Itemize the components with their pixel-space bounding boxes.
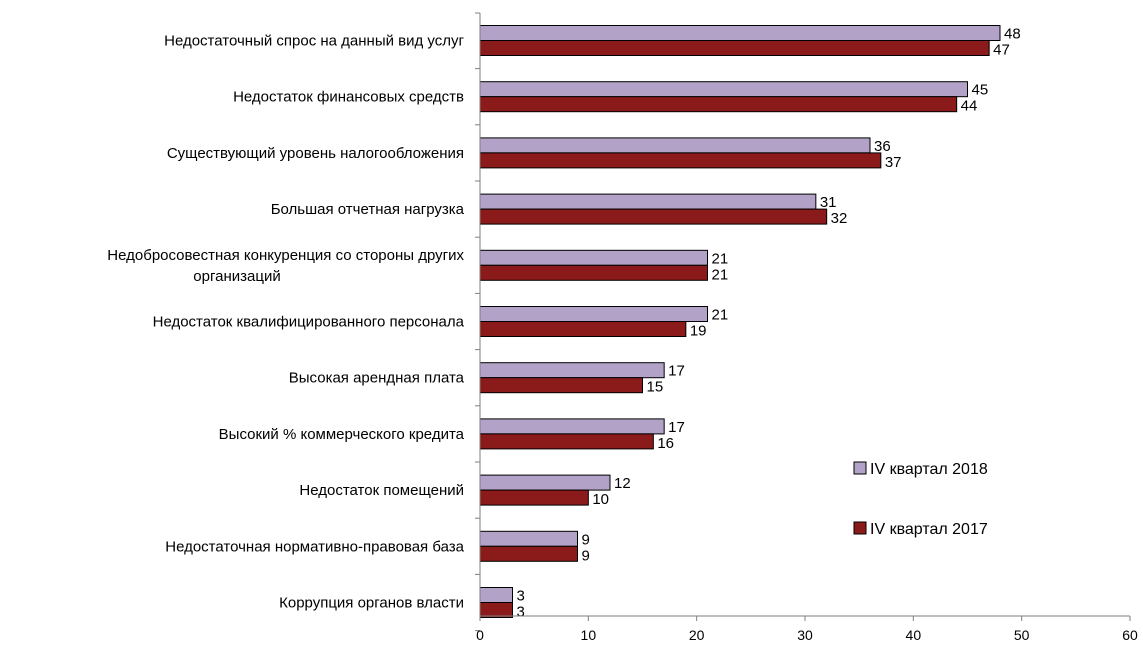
value-label: 17 [668,363,685,380]
bar-2017 [479,321,687,337]
value-label: 12 [614,475,631,492]
category-label: Недостаток финансовых средств [233,89,464,106]
category-label: Недостаточная нормативно-правовая база [165,538,464,555]
bar-2018 [479,418,665,435]
category-label: Недостаток квалифицированного персонала [153,314,465,331]
value-label: 3 [517,588,525,605]
value-label: 44 [961,98,978,115]
bar-2018 [479,137,871,154]
bar-2017 [479,545,578,562]
legend-label: IV квартал 2017 [870,521,988,538]
bar-2018 [479,306,708,322]
value-label: 10 [592,491,609,508]
value-label: 9 [582,547,590,564]
value-label: 16 [657,435,674,452]
bar-2017 [479,264,708,281]
x-tick-label: 20 [689,627,705,643]
category-labels: Недостаточный спрос на данный вид услуг Н… [107,33,464,612]
value-label: 45 [972,82,989,99]
value-label: 9 [582,531,590,548]
bar-2017 [479,602,513,618]
value-label: 21 [712,250,729,267]
category-label: Недостаток помещений [299,482,464,499]
value-label: 36 [874,138,891,155]
value-label: 32 [831,210,848,227]
bar-2018 [479,81,968,98]
x-tick-label: 0 [476,627,484,643]
category-label: организаций [193,268,280,285]
bar-2018 [479,25,1001,41]
bar-2018 [479,530,578,547]
value-label: 31 [820,194,837,211]
bar-2018 [479,193,817,210]
bar-2017 [479,377,643,394]
value-label: 17 [668,419,685,436]
value-label: 37 [885,154,902,171]
legend-label: IV квартал 2018 [870,461,988,478]
category-label: Недостаточный спрос на данный вид услуг [164,33,464,50]
x-axis-ticks: 0 10 20 30 40 50 60 [475,12,1138,643]
category-label: Коррупция органов власти [279,595,464,612]
bar-2018 [479,249,708,266]
x-tick-label: 10 [581,627,597,643]
x-tick-label: 40 [906,627,922,643]
bar-2018 [479,362,665,379]
value-label: 48 [1004,26,1021,43]
value-label: 3 [517,604,525,621]
legend: IV квартал 2018 IV квартал 2017 [853,461,988,538]
x-tick-label: 30 [797,627,813,643]
value-label: 21 [712,307,729,324]
bar-2017 [479,433,654,450]
value-label: 47 [993,42,1010,59]
bar-2017 [479,152,882,169]
bar-2017 [479,40,990,56]
bar-2017 [479,489,589,506]
x-tick-label: 50 [1014,627,1030,643]
category-label: Существующий уровень налогообложения [167,145,464,162]
legend-swatch-2018 [853,461,867,475]
bar-2018 [479,587,513,603]
legend-swatch-2017 [853,521,867,535]
bar-2017 [479,96,958,113]
x-tick-label: 60 [1122,627,1138,643]
bar-2017 [479,208,828,225]
category-label: Недобросовестная конкуренция со стороны … [107,247,464,264]
category-label: Высокая арендная плата [289,370,465,387]
category-label: Большая отчетная нагрузка [271,201,465,218]
value-label: 15 [647,379,664,396]
value-label: 19 [690,323,707,340]
value-label: 21 [712,266,729,283]
category-label: Высокий % коммерческого кредита [219,426,465,443]
bar-2018 [479,474,611,491]
